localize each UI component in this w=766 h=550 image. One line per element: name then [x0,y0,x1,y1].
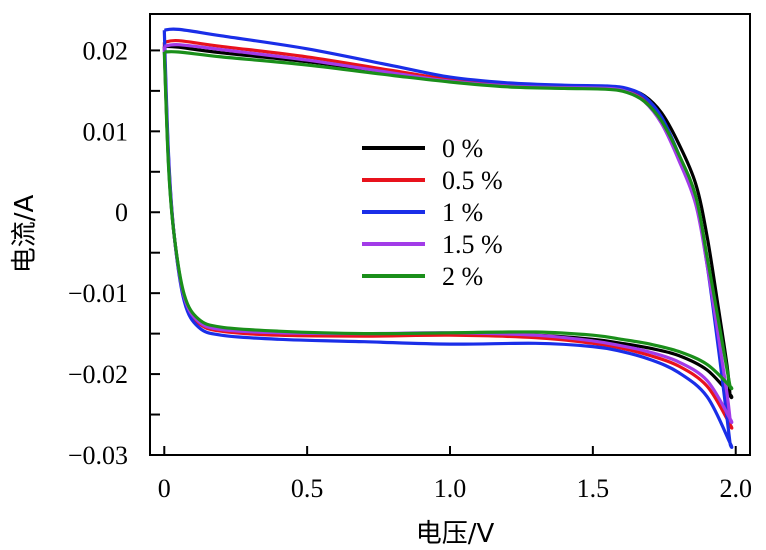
x-axis-label: 电压/V [416,519,495,549]
legend: 0 % 0.5 % 1 % 1.5 % 2 % [362,134,503,291]
axis-ticks: 0 0.5 1.0 1.5 2.0 0.02 0.01 0 −0.01 −0.02 −0.03 [68,36,752,503]
legend-label: 2 % [442,262,483,291]
x-tick-label: 0.5 [291,474,324,503]
series-curve [162,50,734,391]
y-tick-label: −0.02 [68,360,128,389]
x-tick-label: 0 [158,474,171,503]
x-tick-label: 2.0 [719,474,752,503]
series-curve [162,27,734,449]
legend-label: 0.5 % [442,166,503,195]
legend-label: 1 % [442,198,483,227]
y-tick-label: 0.01 [83,117,129,146]
legend-label: 0 % [442,134,483,163]
legend-label: 1.5 % [442,230,503,259]
x-tick-label: 1.0 [434,474,467,503]
series-curves [162,27,734,449]
y-tick-label: 0.02 [83,36,129,65]
y-tick-label: −0.03 [68,441,128,470]
x-tick-label: 1.5 [577,474,610,503]
y-tick-label: 0 [115,198,128,227]
y-tick-label: −0.01 [68,279,128,308]
y-axis-label: 电流/A [10,195,40,274]
